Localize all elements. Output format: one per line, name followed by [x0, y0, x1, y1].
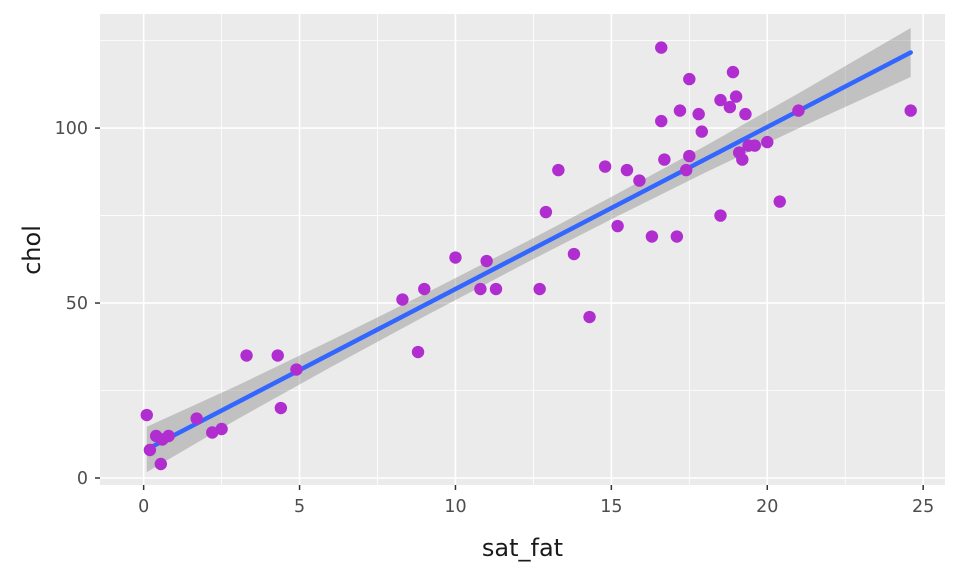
- data-point: [748, 139, 761, 152]
- data-point: [240, 349, 253, 362]
- data-point: [645, 230, 659, 243]
- y-tick-label: 0: [77, 469, 88, 489]
- data-point: [683, 149, 696, 163]
- data-point: [714, 209, 727, 222]
- data-point: [655, 114, 668, 128]
- data-point: [162, 429, 175, 443]
- x-tick-label: 15: [600, 497, 622, 517]
- x-tick-label: 25: [912, 497, 934, 517]
- data-point: [683, 72, 696, 86]
- data-point: [474, 282, 487, 296]
- data-point: [611, 219, 624, 233]
- y-tick-label: 50: [66, 294, 88, 314]
- data-point: [583, 310, 596, 324]
- x-axis-title: sat_fat: [481, 534, 564, 562]
- data-point: [670, 230, 684, 243]
- data-point: [904, 104, 917, 117]
- data-point: [633, 174, 646, 187]
- data-point: [480, 254, 493, 268]
- data-point: [598, 160, 612, 173]
- x-tick-label: 0: [138, 497, 149, 517]
- data-point: [736, 153, 749, 166]
- data-point: [290, 363, 303, 376]
- data-point: [396, 293, 409, 306]
- y-tick-label: 100: [55, 119, 88, 139]
- data-point: [489, 282, 503, 296]
- data-point: [539, 205, 553, 219]
- data-point: [692, 107, 705, 121]
- data-point: [533, 282, 546, 296]
- data-point: [714, 93, 727, 107]
- y-axis-title: chol: [18, 225, 46, 275]
- data-point: [143, 443, 157, 457]
- plot-panel: [100, 14, 945, 485]
- data-point: [761, 135, 774, 149]
- data-point: [274, 401, 288, 415]
- data-point: [154, 457, 168, 471]
- data-point: [773, 195, 786, 208]
- data-point: [271, 349, 284, 362]
- data-point: [739, 107, 752, 121]
- data-point: [729, 90, 743, 103]
- data-point: [552, 163, 565, 177]
- data-point: [679, 163, 693, 177]
- data-point: [792, 104, 805, 117]
- x-tick-label: 20: [756, 497, 778, 517]
- data-point: [449, 251, 462, 264]
- data-point: [140, 408, 153, 422]
- data-point: [673, 104, 687, 117]
- x-tick-label: 5: [294, 497, 305, 517]
- data-point: [567, 247, 581, 261]
- regression-line: [144, 50, 913, 452]
- x-tick-label: 10: [444, 497, 466, 517]
- data-point: [658, 153, 671, 166]
- data-point: [190, 412, 203, 425]
- data-point: [411, 345, 425, 359]
- data-point: [655, 41, 668, 54]
- data-point: [726, 65, 740, 79]
- data-point: [620, 163, 634, 177]
- data-point: [206, 426, 219, 439]
- data-point: [215, 422, 228, 436]
- data-point: [418, 282, 431, 296]
- data-point: [695, 125, 708, 138]
- data-point: [723, 100, 737, 114]
